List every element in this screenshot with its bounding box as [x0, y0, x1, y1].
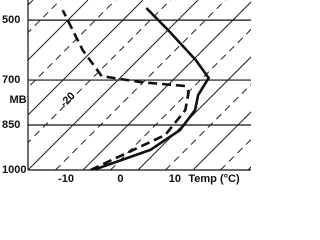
dashed-diagonal [165, 83, 251, 170]
dashed-diagonal [220, 138, 251, 170]
dashed-diagonal [110, 28, 251, 170]
isotherm [28, 0, 89, 61]
y-tick-label: 850 [2, 119, 20, 131]
x-tick-label: -10 [58, 173, 74, 185]
dashed-diagonal [28, 0, 171, 144]
chart: MB Temp (°C) -20 500 700 850 1000 -10 0 10 [2, 0, 251, 185]
y-tick-label: 1000 [2, 164, 26, 176]
isotherm [28, 0, 144, 116]
x-tick-label: 0 [117, 173, 123, 185]
y-axis-label: MB [9, 94, 26, 106]
y-tick-label: 700 [2, 74, 20, 86]
dashed-diagonal [28, 0, 116, 89]
x-tick-label: 10 [169, 173, 181, 185]
isotherm [28, 0, 199, 170]
sounding-line [92, 7, 211, 170]
isotherm [192, 111, 251, 170]
x-axis-label: Temp (°C) [188, 173, 240, 185]
dashed-diagonal [55, 0, 226, 170]
isopleths [28, 0, 251, 170]
y-tick-label: 500 [2, 14, 20, 26]
isotherm [137, 56, 251, 170]
isotherm-label: -20 [58, 90, 78, 110]
sounding-line [61, 9, 190, 170]
